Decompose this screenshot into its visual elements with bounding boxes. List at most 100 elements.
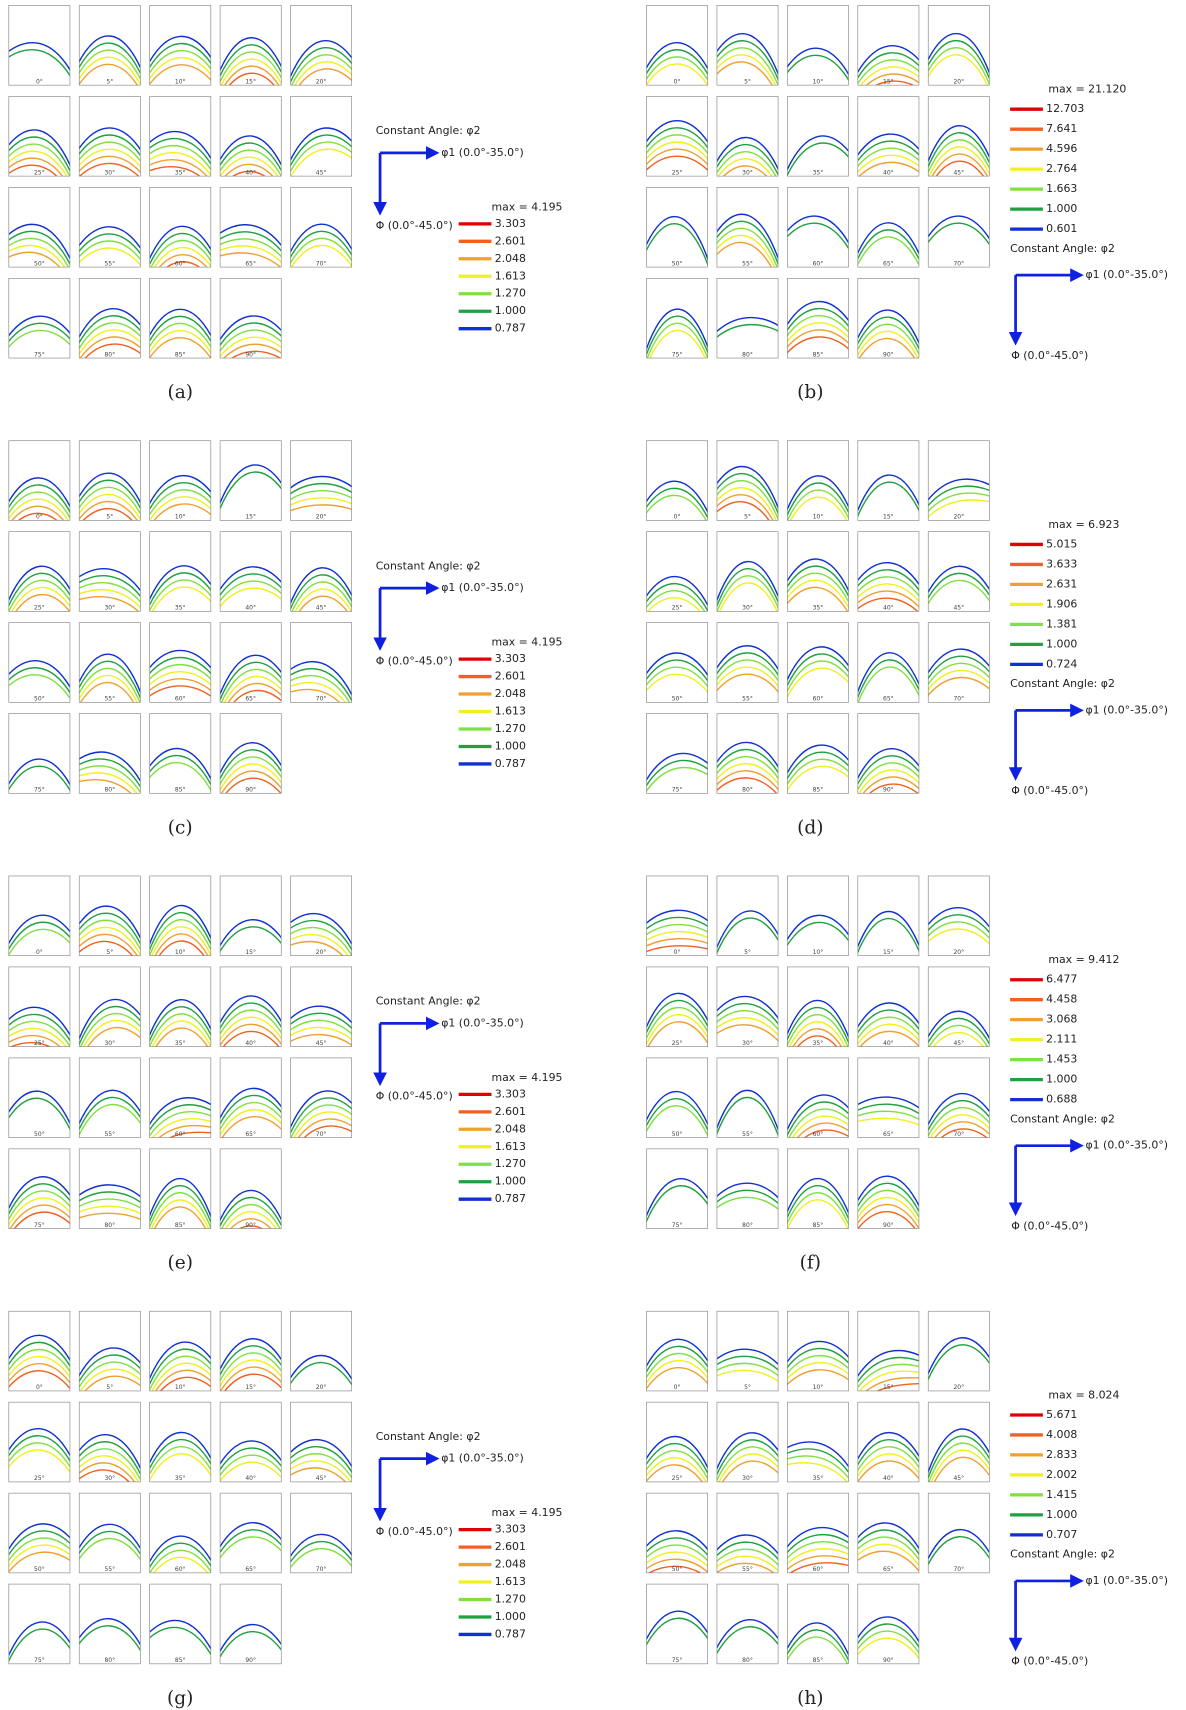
legend-max: max = 6.923 (1048, 518, 1119, 531)
x-axis-label: φ1 (0.0°-35.0°) (441, 581, 524, 594)
section-frame (646, 1583, 708, 1665)
odf-section (79, 1402, 141, 1482)
odf-section (8, 1057, 70, 1138)
section-frame (927, 440, 990, 521)
angle-label: 80° (104, 351, 115, 358)
legend-level: 1.270 (495, 1592, 526, 1605)
section-frame (290, 5, 353, 86)
angle-label: 0° (36, 514, 43, 521)
section-frame (716, 713, 779, 794)
angle-label: 50° (34, 1566, 45, 1573)
angle-label: 50° (672, 696, 683, 703)
angle-label: 85° (175, 351, 186, 358)
odf-section (79, 1148, 141, 1229)
section-frame (646, 622, 708, 703)
angle-label: 10° (813, 949, 824, 956)
odf-section (8, 278, 70, 359)
odf-section (149, 713, 211, 794)
legend-level: 0.787 (495, 1627, 526, 1640)
angle-label: 30° (104, 169, 115, 176)
odf-section (646, 440, 708, 521)
section-frame (787, 440, 849, 521)
constant-angle: Constant Angle: φ2 (1010, 677, 1115, 690)
angle-label: 35° (175, 1040, 186, 1047)
angle-label: 70° (953, 1566, 964, 1573)
section-frame (290, 187, 353, 268)
angle-label: 15° (245, 514, 256, 521)
section-frame (787, 187, 849, 268)
odf-section (787, 5, 849, 86)
x-axis-label: φ1 (0.0°-35.0°) (1085, 268, 1168, 281)
angle-label: 85° (175, 1657, 186, 1664)
odf-section (857, 1057, 919, 1138)
angle-label: 70° (316, 260, 327, 267)
section-frame (290, 622, 353, 703)
section-frame (78, 966, 141, 1047)
angle-label: 35° (175, 169, 186, 176)
odf-section (149, 1057, 211, 1138)
legend-level: 5.015 (1046, 537, 1077, 550)
section-frame (149, 96, 212, 177)
section-frame (927, 1401, 990, 1483)
angle-label: 70° (316, 1131, 327, 1138)
odf-section (787, 1584, 849, 1664)
angle-label: 55° (104, 696, 115, 703)
angle-label: 65° (245, 260, 256, 267)
section-frame (149, 1057, 212, 1138)
angle-label: 60° (175, 1566, 186, 1573)
panel-label: (d) (797, 817, 823, 838)
legend-max: max = 4.195 (491, 1071, 562, 1084)
section-frame (787, 96, 849, 177)
angle-label: 60° (175, 260, 186, 267)
section-frame (716, 96, 779, 177)
section-frame (149, 1492, 212, 1574)
angle-label: 35° (813, 1040, 824, 1047)
odf-section (857, 278, 919, 359)
section-frame (716, 1310, 779, 1392)
section-frame (219, 96, 282, 177)
odf-section (79, 5, 141, 86)
legend-level: 1.270 (495, 722, 526, 735)
odf-section (646, 1057, 708, 1138)
angle-label: 15° (883, 78, 894, 85)
section-frame (857, 96, 920, 177)
odf-section (220, 1311, 282, 1391)
x-axis-label: φ1 (0.0°-35.0°) (1085, 1139, 1168, 1152)
angle-label: 20° (953, 949, 964, 956)
section-frame (78, 1583, 141, 1665)
angle-label: 20° (953, 1384, 964, 1391)
odf-section (220, 1057, 282, 1138)
odf-section (928, 5, 990, 86)
odf-section (716, 1148, 779, 1229)
angle-label: 5° (744, 514, 751, 521)
y-axis-label: Φ (0.0°-45.0°) (1011, 1219, 1088, 1232)
section-frame (646, 278, 708, 359)
odf-section (716, 1584, 779, 1664)
section-frame (646, 531, 708, 612)
angle-label: 60° (175, 696, 186, 703)
section-frame (8, 531, 71, 612)
section-frame (8, 622, 71, 703)
odf-section (79, 96, 141, 177)
angle-label: 40° (245, 1040, 256, 1047)
odf-section (149, 1311, 211, 1391)
section-frame (646, 96, 708, 177)
angle-label: 85° (813, 351, 824, 358)
angle-label: 0° (36, 1384, 43, 1391)
constant-angle: Constant Angle: φ2 (376, 1430, 481, 1443)
angle-label: 30° (104, 1040, 115, 1047)
section-frame (219, 1057, 282, 1138)
odf-section (220, 5, 282, 86)
section-frame (857, 1148, 920, 1229)
panel-label: (c) (168, 817, 193, 838)
odf-section (646, 713, 708, 794)
section-frame (857, 713, 920, 794)
legend-level: 0.707 (1046, 1528, 1077, 1541)
section-frame (8, 875, 71, 957)
angle-label: 85° (175, 787, 186, 794)
odf-section (857, 1402, 919, 1482)
legend-max: max = 21.120 (1048, 83, 1126, 96)
angle-label: 45° (316, 1040, 327, 1047)
section-frame (646, 5, 708, 86)
legend-level: 1.906 (1046, 597, 1077, 610)
